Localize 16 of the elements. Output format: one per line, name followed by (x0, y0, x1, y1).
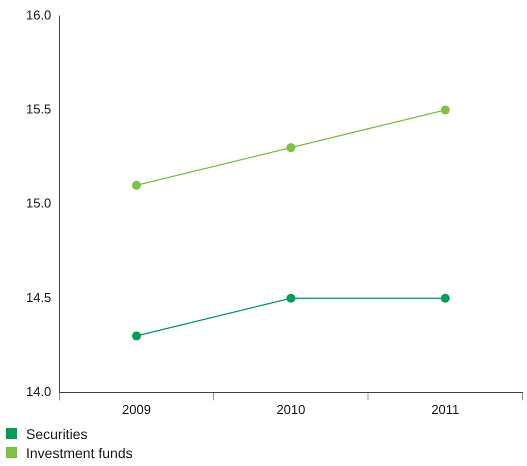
point (286, 143, 296, 152)
legend-label: Securities (26, 426, 88, 442)
y-tick-label: 14.5 (26, 290, 52, 305)
x-tick-label: 2011 (431, 402, 460, 417)
point (132, 180, 141, 190)
y-tick-label: 14.0 (26, 384, 52, 399)
y-tick-label: 16.0 (26, 7, 52, 22)
point (132, 331, 141, 340)
x-tick-label: 2009 (122, 402, 151, 417)
y-tick-label: 15.5 (26, 102, 52, 117)
legend-label: Investment funds (26, 444, 133, 460)
y-tick-label: 15.0 (26, 196, 52, 211)
point (286, 294, 296, 303)
point (440, 105, 450, 114)
point (440, 294, 450, 303)
x-tick-label: 2010 (276, 402, 306, 417)
